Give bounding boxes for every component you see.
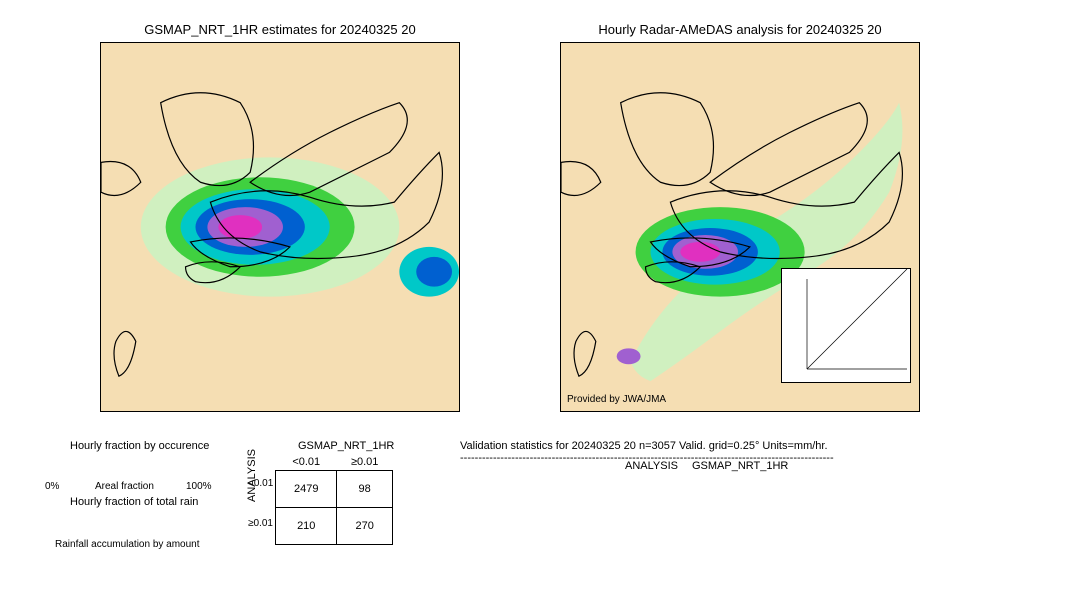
provided-by: Provided by JWA/JMA xyxy=(567,394,666,405)
rain-title: Hourly fraction of total rain xyxy=(70,496,198,508)
figure-root: GSMAP_NRT_1HR estimates for 20240325 20 … xyxy=(0,0,1080,612)
cont-row0: <0.01 xyxy=(248,478,273,489)
occurrence-title: Hourly fraction by occurence xyxy=(70,440,209,452)
val-colh1: GSMAP_NRT_1HR xyxy=(692,460,788,472)
left-map-svg xyxy=(101,43,459,411)
cont-10: 210 xyxy=(276,508,337,545)
occ-xlabel: Areal fraction xyxy=(95,481,154,492)
contingency-table: <0.01≥0.01 247998 210270 xyxy=(275,454,393,545)
right-map-panel: Provided by JWA/JMA xyxy=(560,42,920,412)
cont-col1: ≥0.01 xyxy=(337,454,392,471)
right-map-title: Hourly Radar-AMeDAS analysis for 2024032… xyxy=(560,22,920,37)
cont-row-axis: ANALYSIS xyxy=(246,449,258,502)
cont-11: 270 xyxy=(337,508,392,545)
scatter-svg xyxy=(782,269,912,384)
val-colh0: ANALYSIS xyxy=(625,460,678,472)
left-map-panel xyxy=(100,42,460,412)
left-map-title: GSMAP_NRT_1HR estimates for 20240325 20 xyxy=(100,22,460,37)
cont-col0: <0.01 xyxy=(276,454,337,471)
cont-01: 98 xyxy=(337,471,392,508)
scatter-inset xyxy=(781,268,911,383)
occ-x0: 0% xyxy=(45,481,59,492)
cont-00: 2479 xyxy=(276,471,337,508)
cont-row1: ≥0.01 xyxy=(248,518,273,529)
rain-footer: Rainfall accumulation by amount xyxy=(55,539,200,550)
cont-title: GSMAP_NRT_1HR xyxy=(298,440,394,452)
occ-x1: 100% xyxy=(186,481,212,492)
colorbar xyxy=(1018,30,1040,420)
validation-header: Validation statistics for 20240325 20 n=… xyxy=(460,440,828,452)
